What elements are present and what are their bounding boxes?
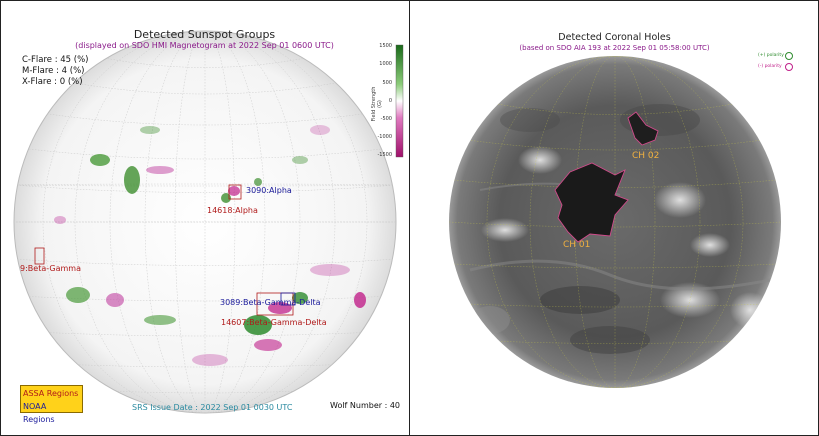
coronal-hole-label-ch02: CH 02 [632,151,660,161]
positive-polarity-marker [785,52,793,60]
x-flare-probability: X-Flare : 0 (%) [22,77,83,87]
legend-assa: ASSA Regions [23,389,79,398]
m-flare-probability: M-Flare : 4 (%) [22,66,85,76]
colorbar-tick: -500 [380,116,392,122]
region-label-3090: 3090:Alpha [246,186,292,195]
panel-title: Detected Coronal Holes [558,32,671,43]
region-box-9 [34,247,45,265]
region-box-14607 [256,292,294,316]
colorbar-tick: -1000 [377,134,392,140]
colorbar [395,44,404,158]
magnetogram-image [13,30,404,414]
positive-polarity-label: (+) polarity [758,53,784,58]
region-box-3089 [280,292,296,306]
wolf-number: Wolf Number : 40 [330,401,401,410]
region-label-14607: 14607:Beta-Gamma-Delta [221,318,327,327]
region-label-14618: 14618:Alpha [207,206,258,215]
panel-title: Detected Sunspot Groups [133,28,276,41]
panel-divider [409,0,410,436]
aia-193-image [449,56,781,388]
region-label-3089: 3089:Beta-Gamma-Delta [220,298,321,307]
srs-issue-date: SRS Issue Date : 2022 Sep 01 0030 UTC [132,403,293,412]
region-label-9: 9:Beta-Gamma [20,264,82,273]
coronal-hole-panel: Detected Coronal Holes (based on SDO AIA… [410,0,819,436]
coronal-hole-label-ch01: CH 01 [563,240,591,250]
grid-overlay [449,56,781,388]
colorbar-tick: 500 [382,80,392,86]
panel-subtitle: (displayed on SDO HMI Magnetogram at 202… [75,41,334,50]
panel-subtitle: (based on SDO AIA 193 at 2022 Sep 01 05:… [519,44,710,52]
region-box-14618 [228,184,242,200]
region-legend: ASSA Regions NOAA Regions [20,385,83,424]
magnetic-features [54,125,366,366]
colorbar-title: Field Strength (G) [371,86,383,122]
colorbar-tick: 0 [388,98,392,104]
sunspot-panel: Detected Sunspot Groups (displayed on SD… [0,0,409,436]
legend-noaa: NOAA Regions [23,402,55,424]
negative-polarity-label: (-) polarity [758,64,782,69]
c-flare-probability: C-Flare : 45 (%) [22,55,89,65]
coronal-hole-ch01 [554,162,629,243]
colorbar-tick: -1500 [377,152,392,158]
colorbar-tick: 1000 [379,61,392,67]
negative-polarity-marker [785,63,793,71]
coronal-hole-ch02 [627,111,659,146]
corona-structures [469,104,771,354]
colorbar-tick: 1500 [379,43,392,49]
